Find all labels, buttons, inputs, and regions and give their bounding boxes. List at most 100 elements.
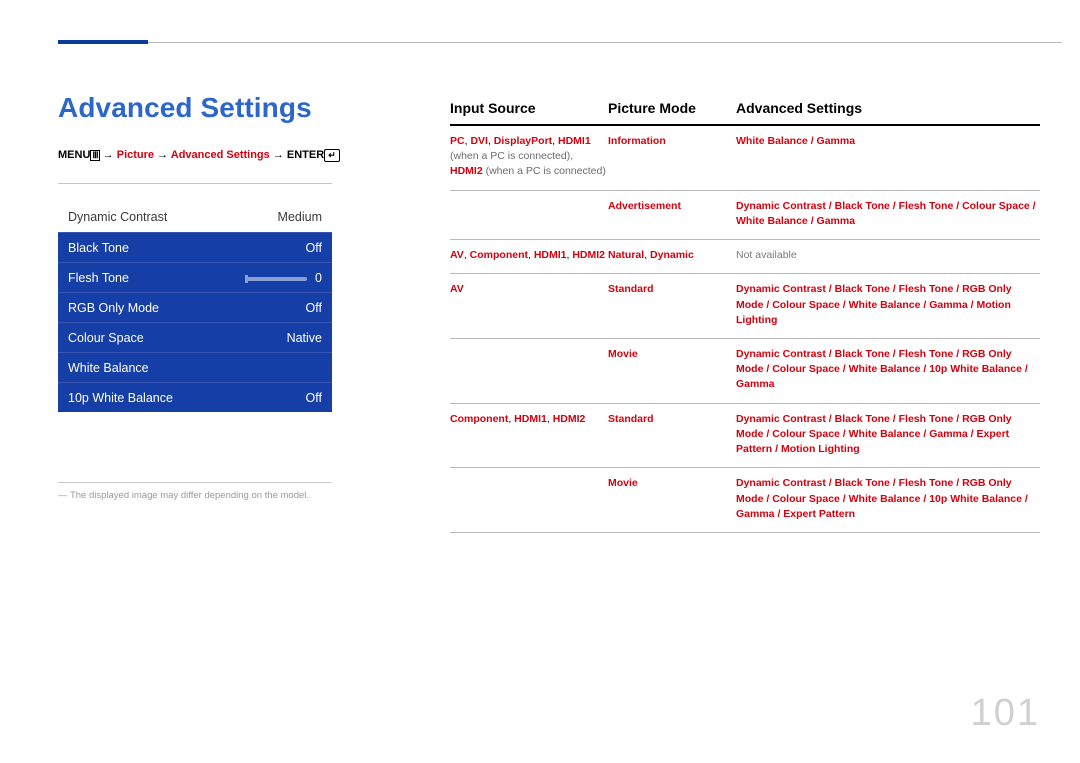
highlight-text: HDMI2 bbox=[553, 413, 586, 425]
cell-picture-mode: Movie bbox=[608, 476, 736, 522]
highlight-text: HDMI1 bbox=[514, 413, 547, 425]
highlight-text: Dynamic Contrast bbox=[736, 348, 826, 360]
highlight-text: Black Tone bbox=[835, 348, 890, 360]
highlight-text: DVI bbox=[470, 135, 488, 147]
slider-track[interactable] bbox=[245, 277, 307, 281]
highlight-text: Gamma bbox=[736, 378, 775, 390]
highlight-text: AV bbox=[450, 249, 464, 261]
menu-row-value: Off bbox=[306, 241, 322, 255]
table-header-input-source: Input Source bbox=[450, 100, 608, 116]
highlight-text: / bbox=[840, 493, 849, 505]
menu-row[interactable]: Dynamic ContrastMedium bbox=[58, 202, 332, 232]
table-row: Movie Dynamic Contrast / Black Tone / Fle… bbox=[450, 468, 1040, 533]
highlight-text: Black Tone bbox=[835, 413, 890, 425]
highlight-text: / bbox=[763, 363, 772, 375]
table-row: Advertisement Dynamic Contrast / Black To… bbox=[450, 191, 1040, 240]
table-header-picture-mode: Picture Mode bbox=[608, 100, 736, 116]
cell-advanced-settings: Not available bbox=[736, 248, 1040, 263]
highlight-text: / bbox=[826, 348, 835, 360]
highlight-text: Flesh Tone bbox=[899, 413, 954, 425]
highlight-text: 10p White Balance bbox=[929, 363, 1022, 375]
footnote: ― The displayed image may differ dependi… bbox=[58, 482, 398, 502]
menu-row-label: Black Tone bbox=[68, 241, 129, 255]
table-row: AV, Component, HDMI1, HDMI2Natural, Dyna… bbox=[450, 240, 1040, 274]
highlight-text: White Balance bbox=[849, 363, 921, 375]
table-body: PC, DVI, DisplayPort, HDMI1(when a PC is… bbox=[450, 126, 1040, 533]
highlight-text: / bbox=[890, 283, 899, 295]
highlight-text: Gamma bbox=[929, 299, 968, 311]
highlight-text: PC bbox=[450, 135, 465, 147]
highlight-text: / bbox=[840, 299, 849, 311]
menu-row[interactable]: Colour Space Native bbox=[58, 322, 332, 352]
highlight-text: Black Tone bbox=[835, 283, 890, 295]
highlight-text: / bbox=[826, 477, 835, 489]
highlight-text: / bbox=[772, 443, 781, 455]
menu-row-value: Off bbox=[306, 391, 322, 405]
nav-arrow: → bbox=[273, 149, 287, 161]
enter-label: ENTER bbox=[287, 149, 324, 161]
menu-row[interactable]: RGB Only ModeOff bbox=[58, 292, 332, 322]
highlight-text: / bbox=[826, 283, 835, 295]
highlight-text: / bbox=[826, 200, 835, 212]
highlight-text: Natural bbox=[608, 249, 644, 261]
highlight-text: / bbox=[953, 283, 962, 295]
highlight-text: / bbox=[953, 477, 962, 489]
menu-row-value-wrap: Off bbox=[306, 391, 322, 405]
highlight-text: Flesh Tone bbox=[899, 348, 954, 360]
menu-row-value-wrap: Off bbox=[306, 241, 322, 255]
highlight-text: Gamma bbox=[736, 508, 775, 520]
menu-row[interactable]: Black Tone Off bbox=[58, 232, 332, 262]
footnote-rule bbox=[58, 482, 332, 483]
highlight-text: Dynamic Contrast bbox=[736, 477, 826, 489]
cell-picture-mode: Standard bbox=[608, 282, 736, 328]
highlight-text: / bbox=[763, 299, 772, 311]
highlight-text: HDMI1 bbox=[534, 249, 567, 261]
highlight-text: White Balance bbox=[736, 215, 808, 227]
highlight-text: Black Tone bbox=[835, 477, 890, 489]
highlight-text: / bbox=[920, 299, 929, 311]
highlight-text: Information bbox=[608, 135, 666, 147]
highlight-text: Gamma bbox=[817, 215, 856, 227]
slider-thumb[interactable] bbox=[245, 275, 248, 283]
highlight-text: AV bbox=[450, 283, 464, 295]
highlight-text: / bbox=[890, 200, 899, 212]
cell-advanced-settings: Dynamic Contrast / Black Tone / Flesh To… bbox=[736, 199, 1040, 229]
highlight-text: Colour Space bbox=[772, 493, 840, 505]
divider bbox=[58, 183, 332, 184]
menu-row-value: Native bbox=[287, 331, 322, 345]
cell-input-source: Component, HDMI1, HDMI2 bbox=[450, 412, 608, 458]
highlight-text: Flesh Tone bbox=[899, 477, 954, 489]
cell-advanced-settings: White Balance / Gamma bbox=[736, 134, 1040, 180]
menu-row-label: White Balance bbox=[68, 361, 149, 375]
highlight-text: / bbox=[840, 363, 849, 375]
highlight-text: Movie bbox=[608, 477, 638, 489]
highlight-text: / bbox=[763, 493, 772, 505]
highlight-text: 10p White Balance bbox=[929, 493, 1022, 505]
highlight-text: Advertisement bbox=[608, 200, 681, 212]
menu-row[interactable]: Flesh Tone0 bbox=[58, 262, 332, 292]
menu-row-value: Off bbox=[306, 301, 322, 315]
highlight-text: / bbox=[890, 477, 899, 489]
menu-row-value-wrap: Native bbox=[287, 331, 322, 345]
highlight-text: Expert Pattern bbox=[783, 508, 855, 520]
enter-icon: ↵ bbox=[324, 149, 340, 162]
footnote-text: ― The displayed image may differ dependi… bbox=[58, 490, 309, 501]
menu-row-label: Dynamic Contrast bbox=[68, 210, 167, 224]
table-row: MovieDynamic Contrast / Black Tone / Fle… bbox=[450, 339, 1040, 404]
nav-advanced-settings: Advanced Settings bbox=[171, 149, 270, 161]
breadcrumb: MENUⅢ → Picture → Advanced Settings → EN… bbox=[58, 148, 398, 163]
highlight-text: HDMI2 bbox=[572, 249, 605, 261]
highlight-text: Black Tone bbox=[835, 200, 890, 212]
highlight-text: Colour Space bbox=[772, 363, 840, 375]
highlight-text: Dynamic bbox=[650, 249, 694, 261]
highlight-text: Motion Lighting bbox=[781, 443, 860, 455]
menu-row-label: Colour Space bbox=[68, 331, 144, 345]
highlight-text: / bbox=[953, 200, 962, 212]
page-number: 101 bbox=[971, 692, 1040, 735]
menu-row[interactable]: 10p White BalanceOff bbox=[58, 382, 332, 412]
cell-picture-mode: Information bbox=[608, 134, 736, 180]
table-header-advanced-settings: Advanced Settings bbox=[736, 100, 1040, 116]
nav-arrow: → bbox=[103, 149, 117, 161]
menu-row[interactable]: White Balance bbox=[58, 352, 332, 382]
muted-text: (when a PC is connected) bbox=[483, 165, 606, 177]
